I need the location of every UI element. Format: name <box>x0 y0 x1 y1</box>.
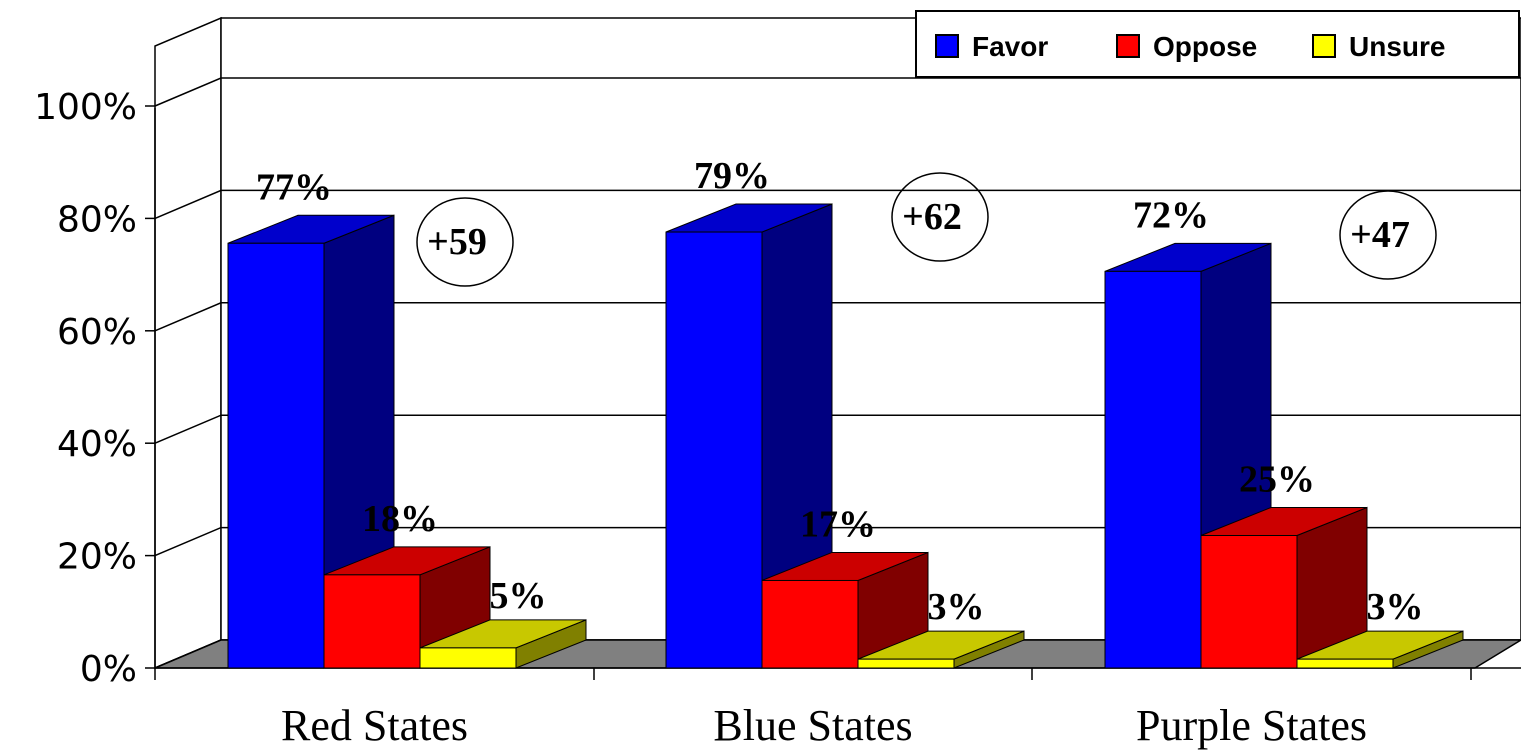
bar-unsure <box>857 630 1025 669</box>
y-tick-label: 20% <box>57 537 137 578</box>
bar-front <box>323 574 421 669</box>
gridline <box>154 414 1521 444</box>
x-category-label: Red States <box>281 701 468 750</box>
net-badge-label: +62 <box>902 196 962 238</box>
legend: Favor Oppose Unsure <box>915 10 1520 78</box>
bar-front <box>1104 270 1202 669</box>
y-tick-label: 100% <box>34 87 137 128</box>
bar-oppose <box>1200 506 1368 669</box>
net-badge-circle <box>416 197 514 287</box>
bars <box>227 203 1464 669</box>
data-label-oppose: 17% <box>800 503 876 545</box>
bar-unsure <box>1296 630 1464 669</box>
bar-front <box>665 231 763 669</box>
net-badge-circle <box>891 172 989 262</box>
y-tick-label: 0% <box>80 649 137 690</box>
bar-front <box>419 647 517 669</box>
gridline <box>154 189 1521 220</box>
net-badge-label: +47 <box>1350 214 1410 256</box>
y-tick-label: 40% <box>57 424 137 465</box>
legend-label-unsure: Unsure <box>1349 31 1445 62</box>
data-label-favor: 72% <box>1133 194 1209 236</box>
net-badge-circle <box>1339 190 1437 280</box>
x-category-label: Purple States <box>1136 701 1367 750</box>
legend-box <box>915 10 1520 78</box>
data-label-favor: 79% <box>694 155 770 197</box>
bar-unsure <box>419 619 587 669</box>
data-labels: 77% 18% 5% 79% 17% 3% 72% 25% 3% +59 +62 +47 <box>256 155 1437 628</box>
axes: 0% 20% 40% 60% 80% 100% Red States Blue States P… <box>34 87 1521 750</box>
bar-front <box>761 579 859 669</box>
data-label-unsure: 3% <box>928 586 985 628</box>
gridline <box>154 302 1521 332</box>
data-label-oppose: 18% <box>362 498 438 540</box>
bar-favor <box>665 203 833 669</box>
bar-front <box>1296 658 1394 669</box>
gridline <box>154 526 1521 557</box>
data-label-unsure: 5% <box>490 575 547 617</box>
legend-label-oppose: Oppose <box>1153 31 1257 62</box>
y-tick-label: 60% <box>57 312 137 353</box>
x-category-label: Blue States <box>713 701 912 750</box>
legend-swatch-favor <box>935 34 959 58</box>
data-label-oppose: 25% <box>1239 459 1315 501</box>
bar-front <box>227 242 325 669</box>
y-tick-label: 80% <box>57 199 137 240</box>
bar-front <box>1200 535 1298 669</box>
net-badge-label: +59 <box>427 221 487 263</box>
data-label-favor: 77% <box>256 166 332 208</box>
data-label-unsure: 3% <box>1367 586 1424 628</box>
legend-label-favor: Favor <box>972 31 1048 62</box>
bar-front <box>857 658 955 669</box>
bar-oppose <box>761 551 929 669</box>
side-wall <box>154 16 222 670</box>
legend-swatch-oppose <box>1116 34 1140 58</box>
legend-swatch-unsure <box>1312 34 1336 58</box>
